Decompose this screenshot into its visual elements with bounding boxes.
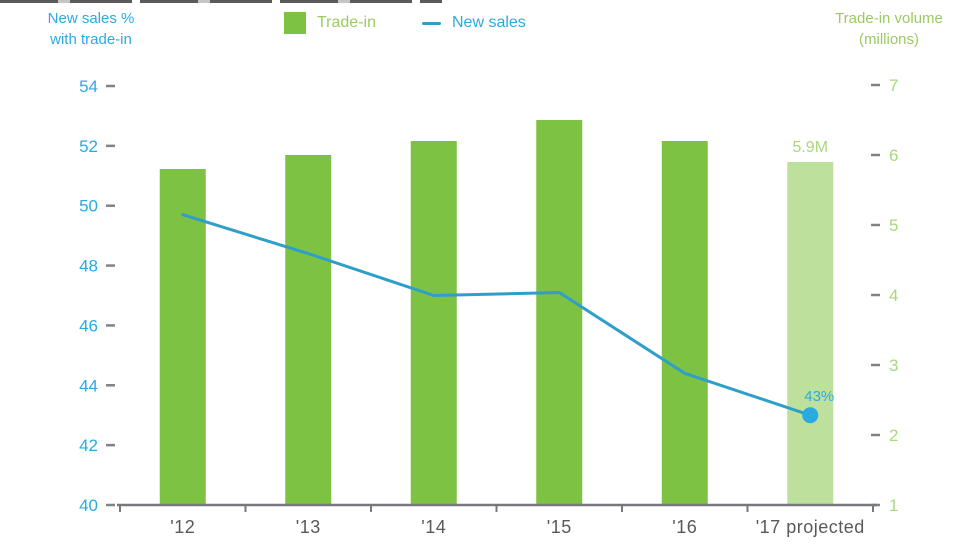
left-tick-label: 54 <box>79 77 98 96</box>
right-tick-label: 5 <box>889 216 898 235</box>
right-tick-label: 1 <box>889 496 898 515</box>
x-label-15: '15 <box>547 517 572 537</box>
left-tick-label: 42 <box>79 436 98 455</box>
x-label-12: '12 <box>170 517 195 537</box>
left-tick-label: 48 <box>79 257 98 276</box>
new-sales-trend-line <box>181 213 812 417</box>
left-tick-label: 44 <box>79 376 98 395</box>
legend: Trade-in New sales <box>284 12 526 34</box>
bar-16 <box>661 141 708 505</box>
trade-in-swatch-icon <box>284 12 306 34</box>
x-label-14: '14 <box>421 517 446 537</box>
new-sales-line-icon <box>421 21 441 25</box>
right-axis-title-line2: (millions) <box>859 31 919 48</box>
x-label-13: '13 <box>296 517 321 537</box>
bar-15 <box>536 120 583 505</box>
line-value-annotation: 43% <box>804 388 834 405</box>
line-end-dot <box>802 407 819 424</box>
right-tick-label: 2 <box>889 426 898 445</box>
left-axis-title: New sales % with trade-in <box>28 8 154 50</box>
left-tick-label: 50 <box>79 197 98 216</box>
right-tick-label: 3 <box>889 356 898 375</box>
left-axis-title-line2: with trade-in <box>50 31 132 48</box>
bar-value-annotation: 5.9M <box>792 139 828 156</box>
left-axis-title-line1: New sales % <box>47 10 135 27</box>
right-axis-title-line1: Trade-in volume <box>835 10 943 27</box>
right-tick-label: 7 <box>889 76 898 95</box>
right-tick-label: 4 <box>889 286 898 305</box>
right-axis-title: Trade-in volume (millions) <box>808 8 970 50</box>
legend-label-trade-in: Trade-in <box>317 14 376 31</box>
bar-17 <box>787 162 834 505</box>
x-label-16: '16 <box>672 517 697 537</box>
left-tick-label: 40 <box>79 496 98 515</box>
legend-label-new-sales: New sales <box>451 14 526 31</box>
bar-12 <box>159 169 206 505</box>
left-tick-label: 52 <box>79 137 98 156</box>
cropped-text-artifact <box>0 0 442 3</box>
x-label-17projected: '17 projected <box>756 517 865 537</box>
bar-14 <box>410 141 457 505</box>
right-tick-label: 6 <box>889 146 898 165</box>
left-tick-label: 46 <box>79 316 98 335</box>
bar-13 <box>285 155 332 505</box>
